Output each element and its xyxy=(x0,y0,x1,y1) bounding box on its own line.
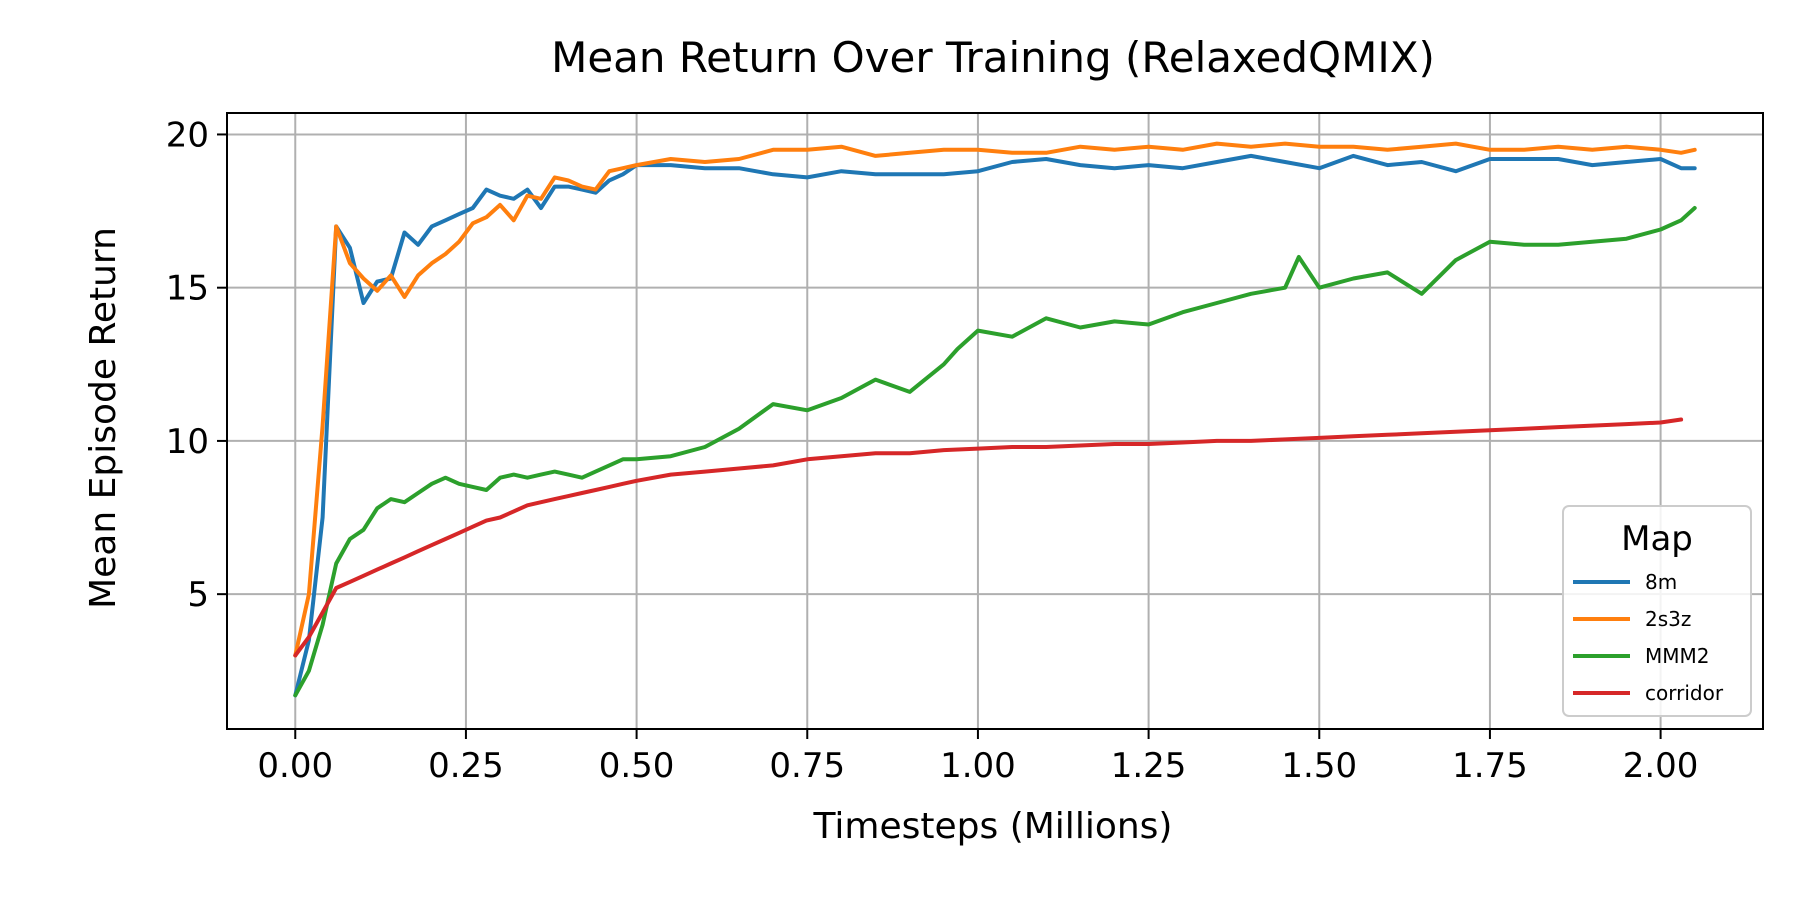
legend-label-8m: 8m xyxy=(1645,570,1677,594)
legend-entries: 8m 2s3z MMM2 corridor xyxy=(1573,570,1724,705)
x-tick-label: 1.25 xyxy=(1111,746,1187,786)
x-tick-label: 1.00 xyxy=(940,746,1016,786)
series-lines xyxy=(293,141,1697,698)
x-tick-label: 1.75 xyxy=(1452,746,1528,786)
plot-area-frame xyxy=(226,112,1764,730)
legend-label-MMM2: MMM2 xyxy=(1645,644,1710,668)
x-tick-label: 0.75 xyxy=(769,746,845,786)
y-tick-label: 10 xyxy=(166,422,209,462)
y-tick-label: 5 xyxy=(187,575,209,615)
series-line-8m xyxy=(293,153,1697,698)
legend: Map 8m 2s3z MMM2 corridor xyxy=(1562,505,1752,717)
series-line-corridor xyxy=(293,417,1684,658)
y-axis-ticks: 5 10 15 20 xyxy=(166,115,227,615)
x-axis-ticks: 0.00 0.25 0.50 0.75 1.00 1.25 1.50 1.75 2.00 xyxy=(257,729,1698,786)
legend-title: Map xyxy=(1621,519,1693,559)
x-axis-label: Timesteps (Millions) xyxy=(813,806,1173,847)
chart-title: Mean Return Over Training (RelaxedQMIX) xyxy=(551,33,1435,82)
legend-box xyxy=(1562,505,1752,717)
y-tick-label: 15 xyxy=(166,269,209,309)
y-tick-label: 20 xyxy=(166,115,209,155)
x-tick-label: 0.00 xyxy=(257,746,333,786)
x-tick-label: 2.00 xyxy=(1623,746,1699,786)
legend-label-corridor: corridor xyxy=(1645,681,1724,705)
grid xyxy=(227,113,1763,729)
series-line-2s3z xyxy=(293,141,1697,658)
x-tick-label: 0.50 xyxy=(599,746,675,786)
x-tick-label: 0.25 xyxy=(428,746,504,786)
y-axis-label: Mean Episode Return xyxy=(83,227,124,609)
legend-label-2s3z: 2s3z xyxy=(1645,607,1691,631)
x-tick-label: 1.50 xyxy=(1281,746,1357,786)
series-line-MMM2 xyxy=(293,206,1697,698)
